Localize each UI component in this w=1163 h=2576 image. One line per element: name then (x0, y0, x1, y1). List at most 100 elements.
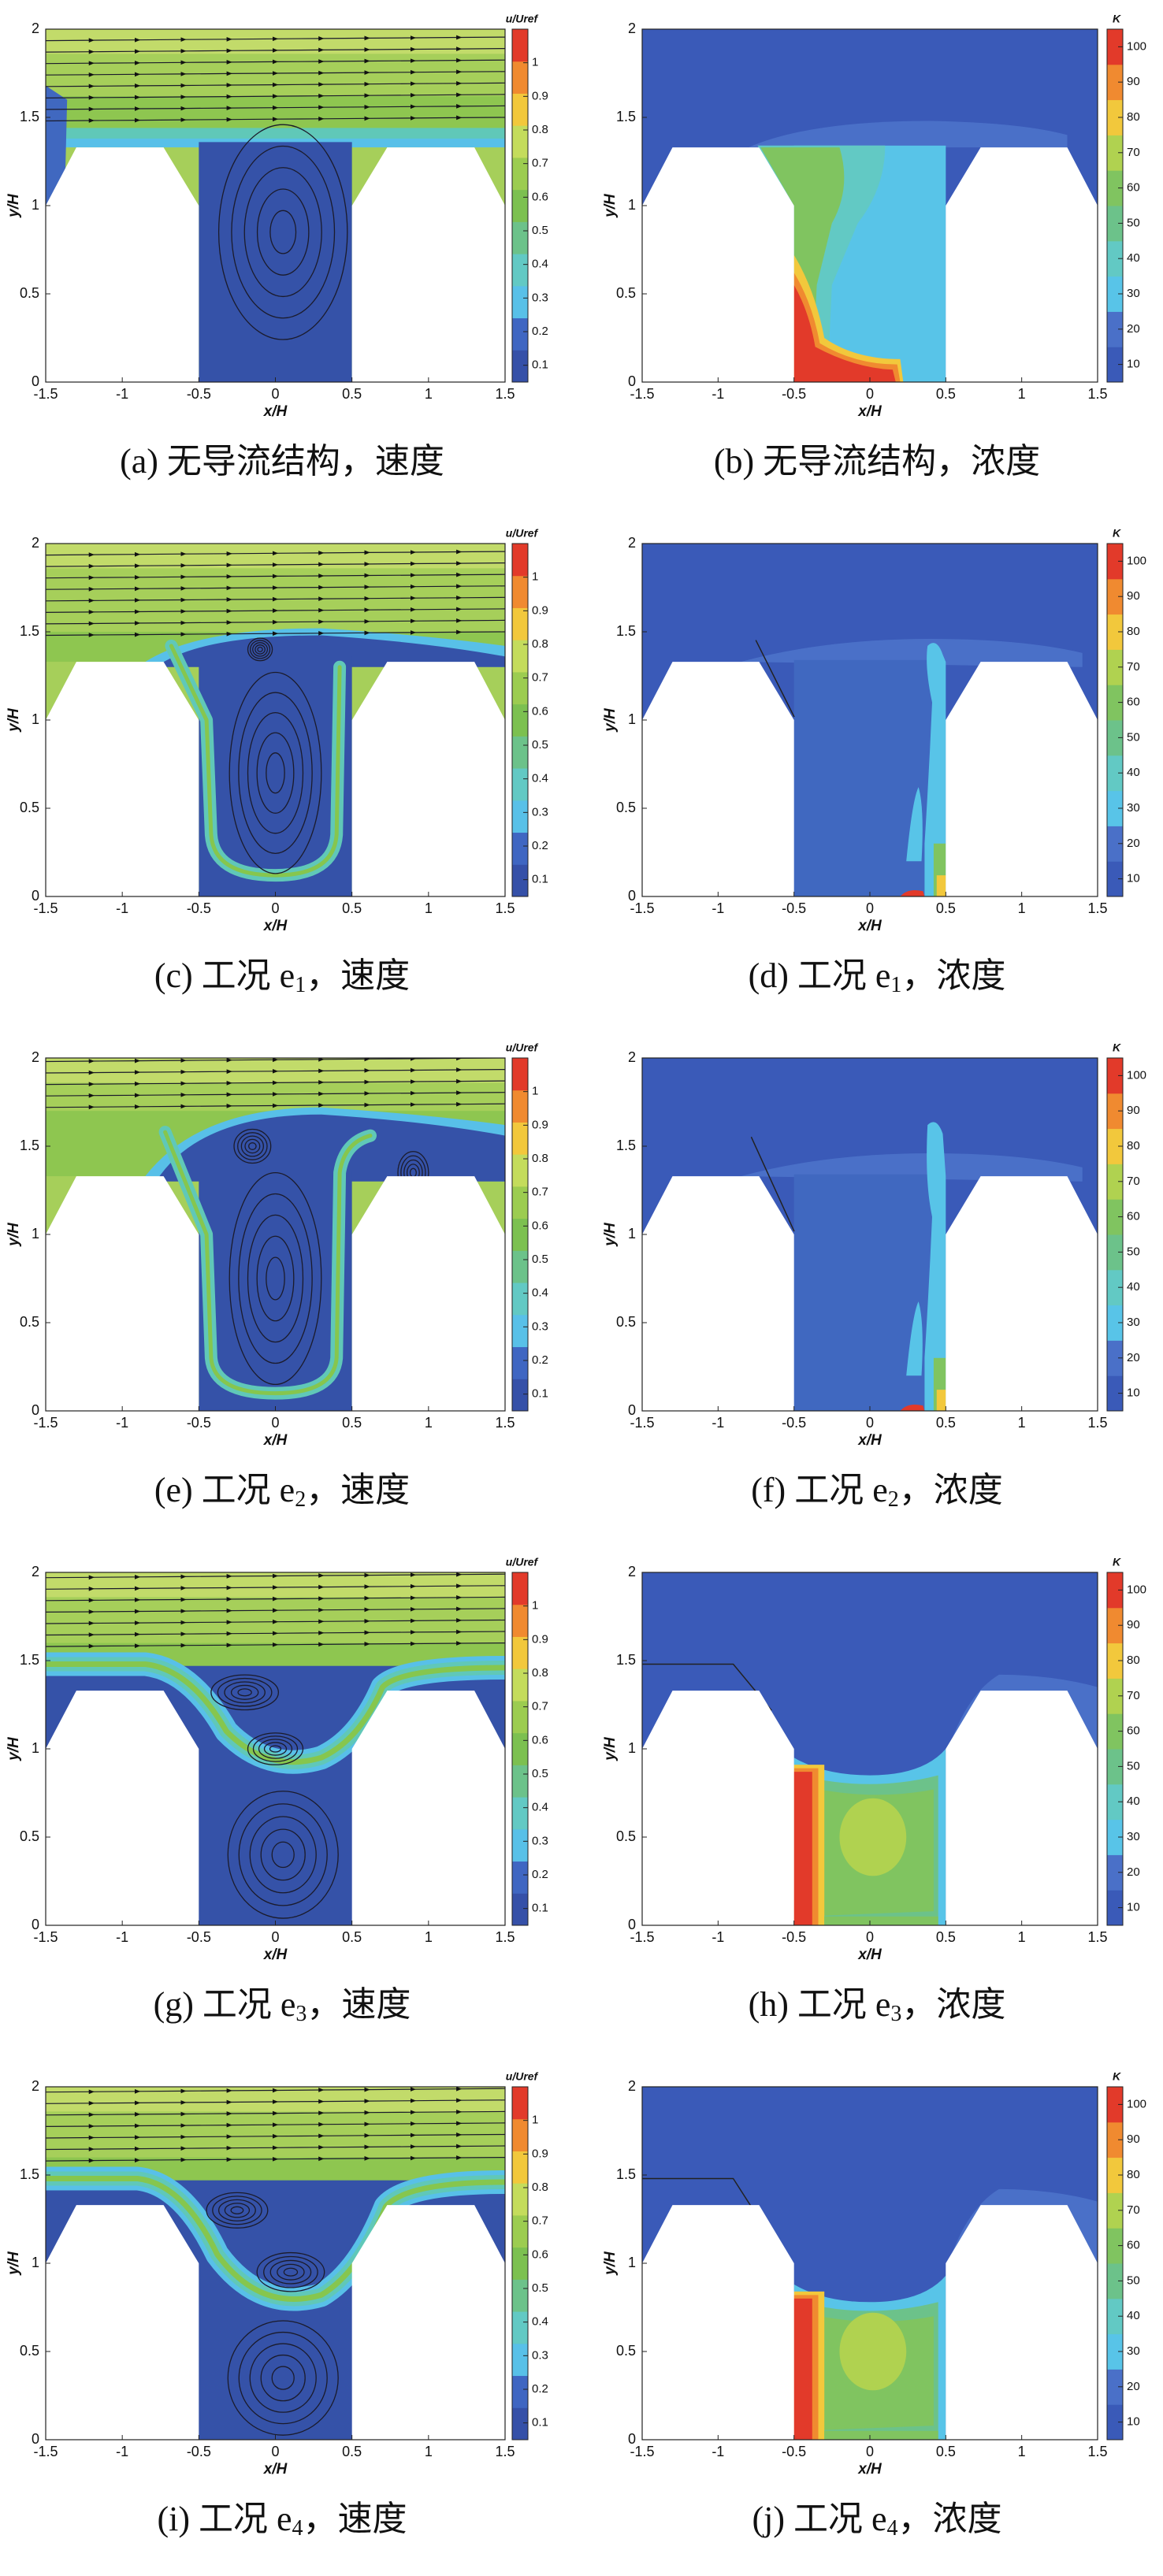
colorbar-tick-label: 0.4 (532, 1801, 548, 1814)
x-tick-label: -1 (116, 386, 128, 402)
colorbar-level (512, 285, 528, 319)
y-tick-label: 0 (32, 1917, 39, 1932)
building (46, 662, 199, 896)
colorbar-level (1107, 614, 1123, 650)
colorbar-tick-label: 30 (1127, 1830, 1140, 1843)
colorbar-level (1107, 2157, 1123, 2193)
colorbar-tick-label: 20 (1127, 2380, 1140, 2393)
y-tick-label: 0 (628, 1917, 636, 1932)
streamline (46, 2109, 505, 2118)
streamline (46, 2121, 505, 2129)
streamline (46, 2098, 505, 2106)
y-tick-label: 2 (32, 535, 39, 551)
caption-subscript: 1 (890, 973, 901, 997)
streamline (46, 2087, 505, 2095)
x-tick-label: 1.5 (1087, 386, 1107, 402)
contour-region (906, 1301, 923, 1376)
building (642, 1176, 794, 1411)
y-tick-label: 1.5 (20, 2166, 39, 2182)
colorbar-tick-label: 100 (1127, 1068, 1146, 1082)
caption: (j) 工况 e4，浓度 (752, 2500, 1001, 2541)
streamline (217, 2199, 256, 2222)
colorbar-title: u/Uref (506, 13, 539, 25)
x-tick-label: -1 (712, 386, 724, 402)
building (946, 1691, 1098, 1925)
colorbar-tick-label: 1 (532, 1599, 538, 1613)
x-tick-label: -0.5 (782, 900, 806, 916)
colorbar-tick-label: 0.6 (532, 1219, 548, 1232)
colorbar-level (1107, 2192, 1123, 2229)
streamline (238, 1193, 313, 1364)
y-tick-label: 0 (628, 1402, 636, 1418)
caption-text: (e) 工况 e (154, 1471, 295, 1509)
y-tick-label: 1.5 (616, 623, 636, 639)
x-tick-label: -1.5 (630, 2444, 654, 2459)
x-axis-label: x/H (263, 918, 288, 934)
caption-subscript: 3 (295, 2002, 307, 2026)
colorbar-level (1107, 2087, 1123, 2123)
streamline (238, 692, 313, 854)
colorbar-level (512, 544, 528, 577)
colorbar-level (512, 1186, 528, 1219)
guide-plate (755, 640, 795, 718)
x-tick-label: 0 (271, 1415, 279, 1431)
caption-subscript: 2 (295, 1487, 306, 1512)
caption-subscript: 1 (295, 973, 306, 997)
caption-tail: ，浓度 (901, 1985, 1005, 2024)
colorbar-tick-label: 70 (1127, 1175, 1140, 1188)
x-tick-label: -1.5 (630, 386, 654, 402)
y-tick-label: 0 (32, 2431, 39, 2447)
colorbar-level (1107, 347, 1123, 383)
plot-area (46, 544, 505, 896)
building (642, 2205, 794, 2440)
colorbar-tick-label: 1 (532, 1085, 538, 1098)
colorbar-tick-label: 100 (1127, 2097, 1146, 2110)
caption-text: (b) 无导流结构，浓度 (714, 442, 1040, 481)
colorbar-frame (511, 1057, 529, 1412)
colorbar-tick-label: 0.2 (532, 1353, 548, 1367)
streamline (46, 1641, 505, 1649)
colorbar-level (512, 1154, 528, 1187)
colorbar-tick-label: 80 (1127, 1139, 1140, 1153)
streamline (46, 549, 505, 558)
caption-subscript: 2 (888, 1487, 899, 1512)
streamline (238, 1803, 328, 1906)
streamline (46, 561, 505, 569)
x-tick-label: -1.5 (630, 1929, 654, 1945)
colorbar-level (1107, 1607, 1123, 1644)
colorbar-tick-label: 40 (1127, 766, 1140, 779)
y-tick-label: 0.5 (616, 800, 636, 815)
colorbar-level (512, 1379, 528, 1412)
colorbar-level (1107, 826, 1123, 862)
colorbar-frame (1106, 543, 1124, 897)
y-tick-label: 0.5 (20, 2343, 39, 2359)
colorbar-title: K (1113, 13, 1121, 25)
contour-region (793, 2298, 812, 2440)
caption: (e) 工况 e2，速度 (154, 1471, 410, 1512)
streamline (46, 1606, 505, 1614)
plot-area (642, 544, 1098, 896)
colorbar-tick-label: 0.5 (532, 1767, 548, 1780)
caption: (a) 无导流结构，速度 (120, 442, 444, 481)
streamline (257, 646, 263, 652)
y-tick-label: 2 (628, 1564, 636, 1579)
contour-region (824, 1916, 938, 1925)
colorbar-level (512, 2375, 528, 2408)
streamline (46, 46, 505, 54)
y-tick-label: 2 (628, 2078, 636, 2094)
y-tick-label: 1 (32, 197, 39, 213)
colorbar-frame (1106, 1057, 1124, 1412)
y-tick-label: 1 (628, 711, 636, 727)
colorbar-tick-label: 80 (1127, 1654, 1140, 1667)
streamline (210, 1674, 280, 1711)
colorbar-tick-label: 60 (1127, 181, 1140, 195)
streamline (256, 2251, 325, 2292)
streamline (46, 584, 505, 592)
colorbar-tick-label: 70 (1127, 146, 1140, 159)
y-tick-label: 2 (32, 1564, 39, 1579)
y-tick-label: 0 (32, 373, 39, 389)
streamline (247, 1732, 304, 1765)
colorbar-title: K (1113, 527, 1121, 540)
colorbar-tick-label: 80 (1127, 2168, 1140, 2181)
